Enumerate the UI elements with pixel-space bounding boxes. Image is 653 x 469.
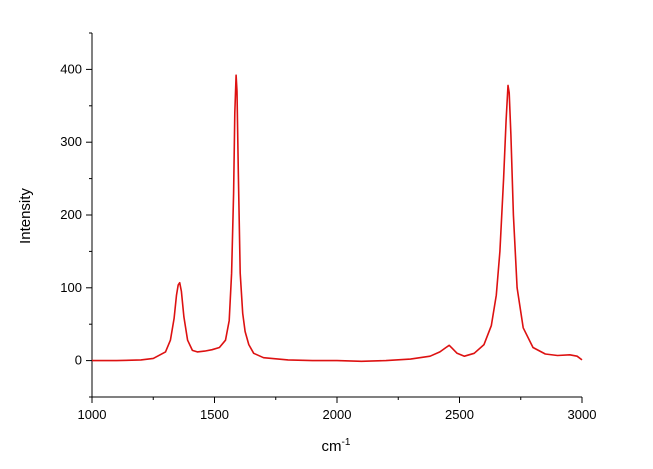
y-tick-label: 300 [60, 134, 82, 149]
x-axis-label-main: cm [322, 438, 342, 455]
x-axis-label: cm-1 [322, 437, 351, 455]
y-tick-label: 0 [75, 353, 82, 368]
x-axis-label-superscript: -1 [342, 437, 351, 448]
x-tick-label: 3000 [568, 407, 597, 422]
x-tick-label: 2000 [323, 407, 352, 422]
x-tick-label: 2500 [445, 407, 474, 422]
y-tick-label: 100 [60, 280, 82, 295]
y-tick-label: 200 [60, 207, 82, 222]
y-tick-label: 400 [60, 61, 82, 76]
x-tick-label: 1000 [78, 407, 107, 422]
series-layer [92, 74, 583, 363]
x-axis: 1000 1500 2000 2500 3000 [78, 397, 597, 422]
spectrum-line [92, 74, 583, 363]
y-axis: 0 100 200 300 400 [60, 32, 92, 398]
y-axis-label: Intensity [17, 188, 34, 244]
x-tick-label: 1500 [200, 407, 229, 422]
